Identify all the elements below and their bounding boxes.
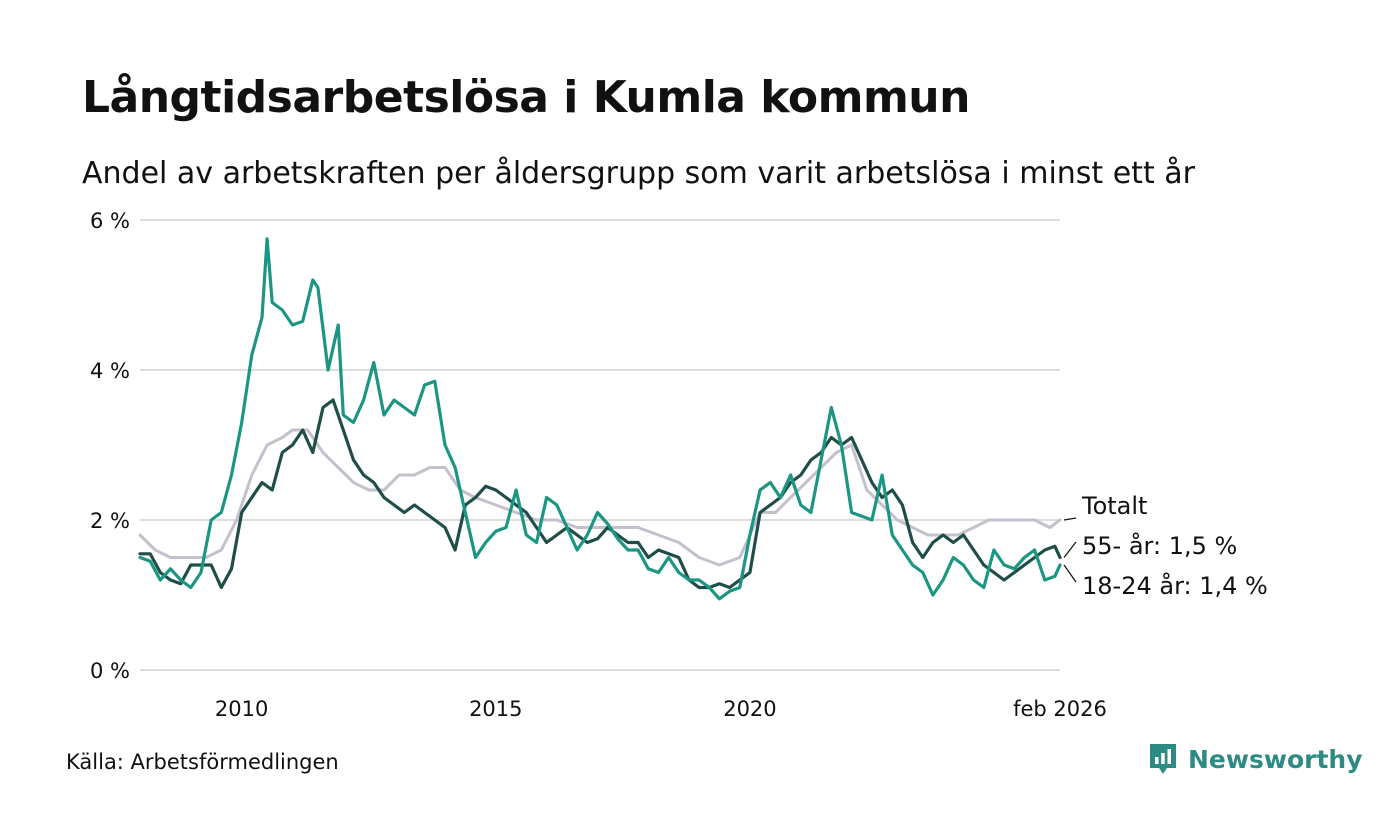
newsworthy-logo[interactable]: Newsworthy — [1148, 742, 1363, 776]
x-tick-label: feb 2026 — [1013, 697, 1107, 721]
brand-name: Newsworthy — [1188, 744, 1363, 774]
label-totalt: Totalt — [1081, 492, 1147, 520]
label-leader-line — [1063, 517, 1077, 521]
y-tick-label: 2 % — [90, 509, 130, 533]
label-leader-line — [1063, 541, 1077, 558]
y-tick-label: 6 % — [90, 209, 130, 233]
source-note: Källa: Arbetsförmedlingen — [66, 750, 339, 774]
x-tick-label: 2010 — [215, 697, 268, 721]
series-lines — [138, 237, 1062, 601]
y-tick-label: 0 % — [90, 659, 130, 683]
label-leader-line — [1063, 564, 1077, 583]
series-line-55-plus — [138, 398, 1062, 590]
label-55-plus: 55- år: 1,5 % — [1082, 531, 1237, 560]
gridlines — [140, 219, 1060, 671]
y-axis-labels: 0 % 2 % 4 % 6 % — [90, 209, 130, 683]
chart-subtitle: Andel av arbetskraften per åldersgrupp s… — [82, 156, 1195, 191]
newsworthy-logo-icon — [1150, 744, 1176, 774]
series-line-18-24 — [138, 237, 1062, 601]
x-tick-label: 2020 — [723, 697, 776, 721]
series-end-labels: Totalt 55- år: 1,5 % 18-24 år: 1,4 % — [1063, 492, 1268, 600]
y-tick-label: 4 % — [90, 359, 130, 383]
label-18-24: 18-24 år: 1,4 % — [1082, 571, 1268, 600]
page-title: Långtidsarbetslösa i Kumla kommun — [82, 72, 970, 123]
x-axis-labels: 2010 2015 2020 feb 2026 — [215, 697, 1107, 721]
x-tick-label: 2015 — [469, 697, 522, 721]
series-line-totalt — [138, 428, 1062, 567]
